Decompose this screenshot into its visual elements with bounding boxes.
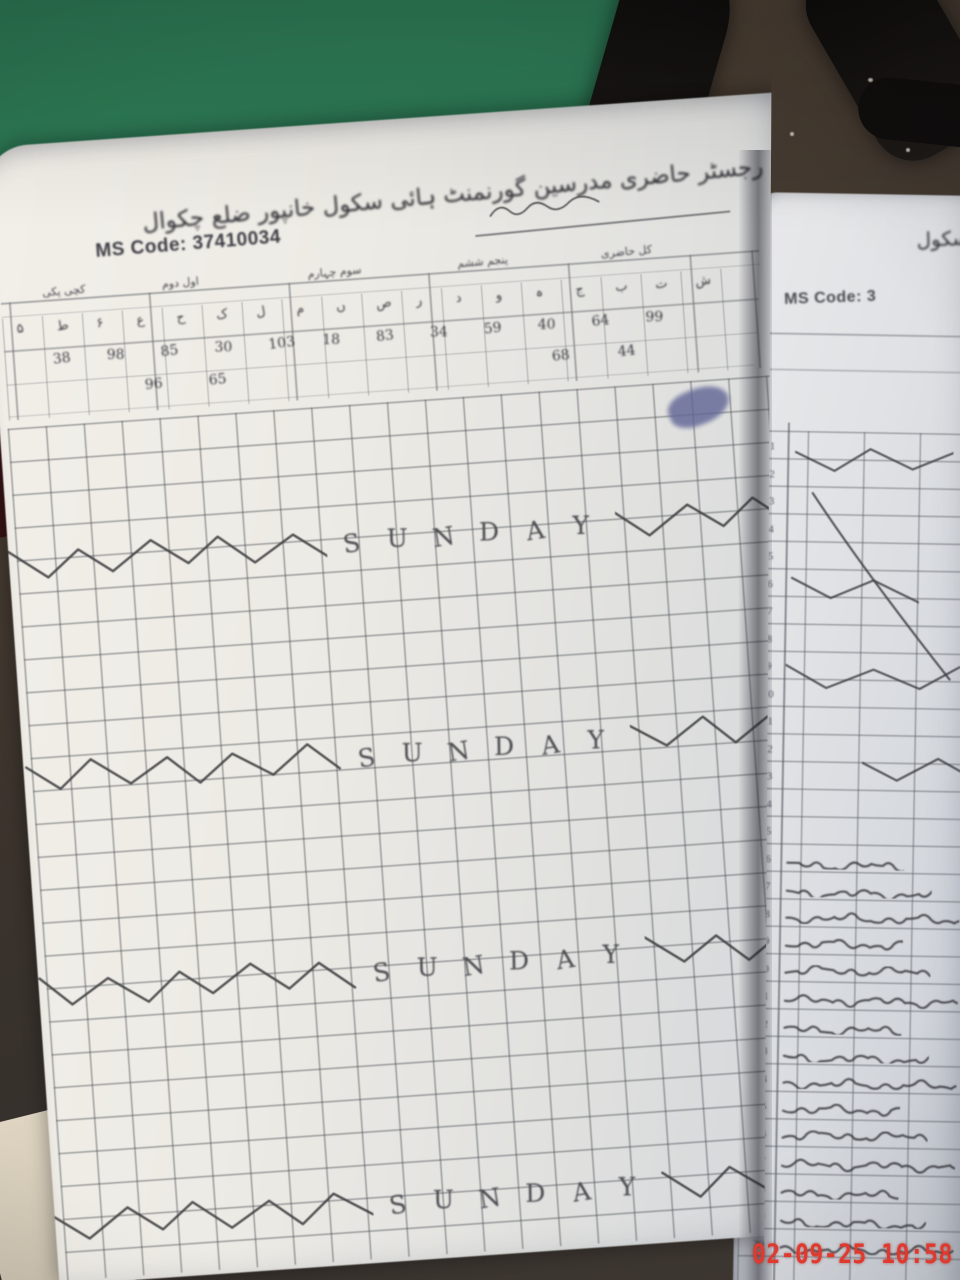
sunday-letter: U bbox=[432, 1184, 455, 1214]
attendance-figure: 83 bbox=[375, 327, 395, 346]
sunday-letter: D bbox=[508, 945, 530, 976]
register-left-page: رجسٹر حاضری مدرسین گورنمنٹ ہائی سکول خان… bbox=[0, 91, 772, 1280]
attendance-figure: 68 bbox=[551, 347, 571, 365]
attendance-figure: 30 bbox=[214, 339, 233, 356]
floor-speck bbox=[868, 78, 873, 82]
sunday-letter: S bbox=[387, 1188, 409, 1221]
attendance-figure: 85 bbox=[159, 342, 180, 361]
sunday-letter: N bbox=[476, 1181, 503, 1215]
attendance-figure: 38 bbox=[51, 349, 72, 368]
sunday-zigzag-left bbox=[25, 743, 342, 791]
attendance-figure: 98 bbox=[106, 346, 125, 364]
sunday-letter: Y bbox=[572, 510, 590, 540]
handwriting-line bbox=[785, 888, 932, 899]
right-page-sunday-marks bbox=[752, 192, 960, 782]
attendance-figure: 64 bbox=[590, 312, 611, 331]
sunday-letter: A bbox=[523, 514, 547, 546]
sunday-letter: U bbox=[386, 523, 408, 553]
sunday-letter: N bbox=[430, 520, 457, 553]
right-page-zigzag bbox=[785, 663, 960, 691]
sunday-letter: S bbox=[340, 527, 363, 559]
floor-speck bbox=[906, 148, 910, 152]
sunday-letter: S bbox=[370, 956, 393, 988]
sunday-letter: A bbox=[570, 1175, 593, 1208]
header-cell-mark: ش bbox=[693, 272, 713, 291]
sunday-letter: A bbox=[553, 943, 577, 975]
right-page-handwriting bbox=[752, 192, 960, 1257]
header-cell-mark: ت bbox=[653, 275, 669, 293]
header-cell-mark: ط bbox=[55, 317, 70, 335]
signature-scribble bbox=[489, 195, 600, 218]
sunday-letter: Y bbox=[587, 724, 605, 755]
sunday-zigzag-left bbox=[54, 1192, 374, 1240]
handwriting-line bbox=[783, 993, 959, 1009]
attendance-figure: 44 bbox=[616, 342, 637, 361]
sunday-letter: N bbox=[445, 735, 472, 768]
handwriting-line bbox=[781, 1130, 928, 1144]
sunday-letter: N bbox=[460, 949, 487, 982]
handwriting-line bbox=[784, 964, 931, 980]
camera-timestamp: 02-09-25 10:58 bbox=[752, 1240, 953, 1270]
attendance-figure: 18 bbox=[322, 331, 341, 349]
handwriting-line bbox=[781, 1103, 901, 1117]
right-page-zigzag bbox=[861, 757, 960, 782]
handwriting-line bbox=[786, 861, 905, 871]
sunday-letter: S bbox=[355, 741, 378, 774]
handwriting-line bbox=[780, 1189, 899, 1201]
sunday-letter: D bbox=[493, 731, 515, 761]
handwriting-line bbox=[782, 1053, 930, 1064]
handwriting-line bbox=[784, 938, 903, 950]
sunday-zigzag-right bbox=[629, 715, 772, 747]
handwriting-line bbox=[783, 1025, 902, 1036]
attendance-figure: 103 bbox=[267, 333, 296, 353]
right-page-zigzag bbox=[790, 576, 920, 605]
floor-speck bbox=[790, 132, 794, 136]
attendance-figure: 65 bbox=[207, 371, 228, 389]
handwriting-line bbox=[782, 1078, 957, 1091]
sunday-zigzag-left bbox=[7, 533, 328, 579]
sunday-letter: A bbox=[538, 728, 562, 761]
handwriting-line bbox=[781, 1158, 956, 1174]
sunday-zigzag-left bbox=[38, 961, 357, 1006]
attendance-figure: 59 bbox=[482, 319, 503, 338]
handwriting-line bbox=[785, 912, 960, 925]
sunday-letter: U bbox=[416, 952, 438, 982]
handwriting-line bbox=[779, 1244, 954, 1257]
right-page-stroke bbox=[811, 492, 951, 681]
attendance-figure: 40 bbox=[537, 316, 556, 334]
header-cell-mark: ب bbox=[614, 278, 629, 296]
sunday-letter: U bbox=[401, 737, 423, 768]
header-cell-mark: ک bbox=[215, 306, 230, 324]
sunday-letter: D bbox=[524, 1178, 546, 1208]
register-right-page: سکول MS Code: 3 123456789101112131415161… bbox=[732, 192, 960, 1280]
attendance-figure: 34 bbox=[429, 324, 448, 341]
header-cell-mark: ص bbox=[374, 294, 393, 313]
attendance-figure: 96 bbox=[144, 375, 164, 394]
sunday-letter: D bbox=[478, 516, 500, 547]
sunday-letter: Y bbox=[618, 1171, 636, 1202]
handwriting-line bbox=[780, 1217, 927, 1229]
right-page-zigzag bbox=[794, 448, 954, 472]
sunday-letter: Y bbox=[602, 939, 620, 969]
attendance-figure: 99 bbox=[645, 309, 664, 326]
sunday-zigzag-right bbox=[644, 928, 772, 963]
